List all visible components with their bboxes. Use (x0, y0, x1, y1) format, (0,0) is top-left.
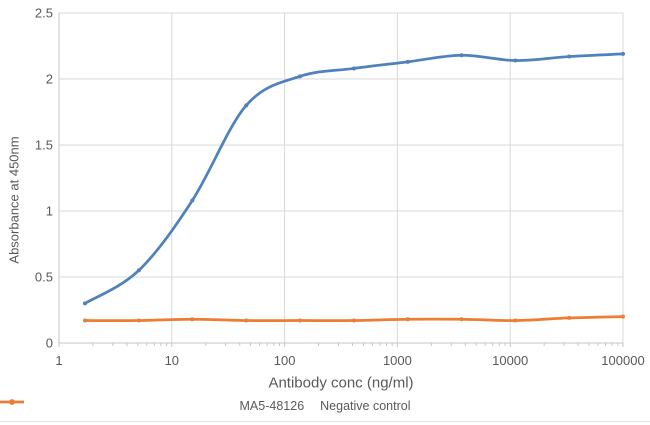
legend-line-marker-icon (0, 399, 24, 405)
data-point-ma5-48126 (513, 58, 518, 63)
y-axis-title: Absorbance at 450nm (6, 136, 22, 264)
data-point-negative-control (136, 318, 141, 323)
legend-marker-sample (9, 399, 15, 405)
legend-item-negative-control: Negative control (0, 399, 411, 413)
data-point-ma5-48126 (190, 198, 195, 203)
x-tick-label: 100000 (601, 353, 644, 368)
data-point-ma5-48126 (459, 53, 464, 58)
data-point-ma5-48126 (82, 301, 87, 306)
data-point-negative-control (190, 317, 195, 322)
y-tick-label: 0.5 (35, 270, 53, 285)
data-point-negative-control (459, 317, 464, 322)
data-point-negative-control (513, 318, 518, 323)
data-point-negative-control (405, 317, 410, 322)
series-line-ma5-48126 (83, 52, 625, 305)
data-point-ma5-48126 (567, 54, 572, 59)
x-tick-label: 1000 (383, 353, 412, 368)
y-tick-label: 0 (46, 336, 53, 351)
y-tick-label: 2 (46, 72, 53, 87)
data-point-negative-control (298, 318, 303, 323)
data-point-negative-control (82, 318, 87, 323)
y-tick-label: 2.5 (35, 6, 53, 21)
data-point-negative-control (567, 315, 572, 320)
data-point-negative-control (351, 318, 356, 323)
legend-label: MA5-48126 (239, 399, 305, 413)
x-tick-label: 10000 (492, 353, 528, 368)
legend-item-ma5-48126: MA5-48126 (0, 399, 305, 413)
data-point-ma5-48126 (351, 66, 356, 71)
legend: MA5-48126 Negative control (0, 397, 650, 415)
y-tick-label: 1.5 (35, 138, 53, 153)
x-axis-title: Antibody conc (ng/ml) (268, 374, 414, 392)
x-tick-label: 10 (165, 353, 179, 368)
bottom-divider (0, 421, 650, 422)
data-point-ma5-48126 (136, 268, 141, 273)
data-point-ma5-48126 (405, 59, 410, 64)
data-point-ma5-48126 (298, 74, 303, 79)
data-point-ma5-48126 (621, 51, 625, 56)
x-tick-label: 1 (55, 353, 62, 368)
legend-label: Negative control (320, 399, 411, 413)
data-point-negative-control (621, 314, 625, 319)
data-point-negative-control (244, 318, 249, 323)
y-tick-label: 1 (46, 204, 53, 219)
data-point-ma5-48126 (244, 103, 249, 108)
x-tick-label: 100 (274, 353, 296, 368)
